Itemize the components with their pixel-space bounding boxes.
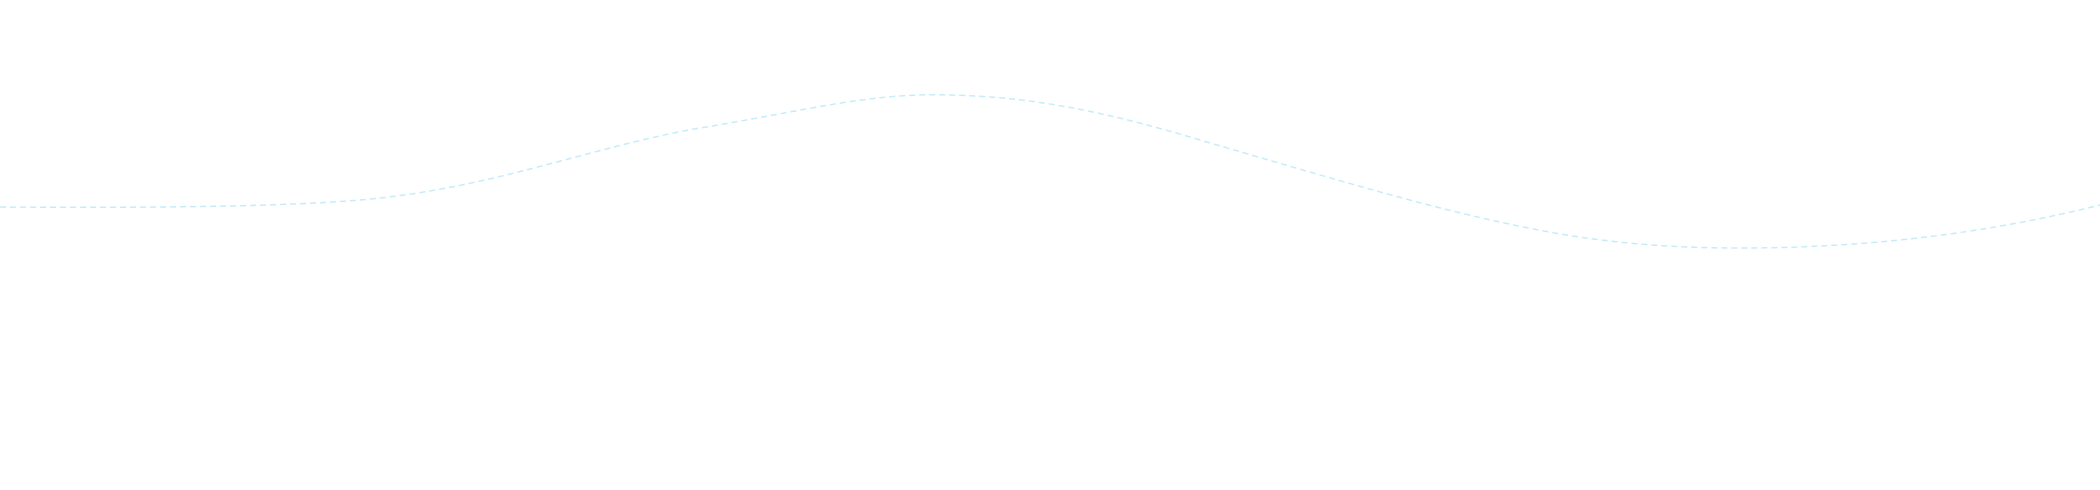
dashed-wave-line — [0, 93, 2100, 249]
